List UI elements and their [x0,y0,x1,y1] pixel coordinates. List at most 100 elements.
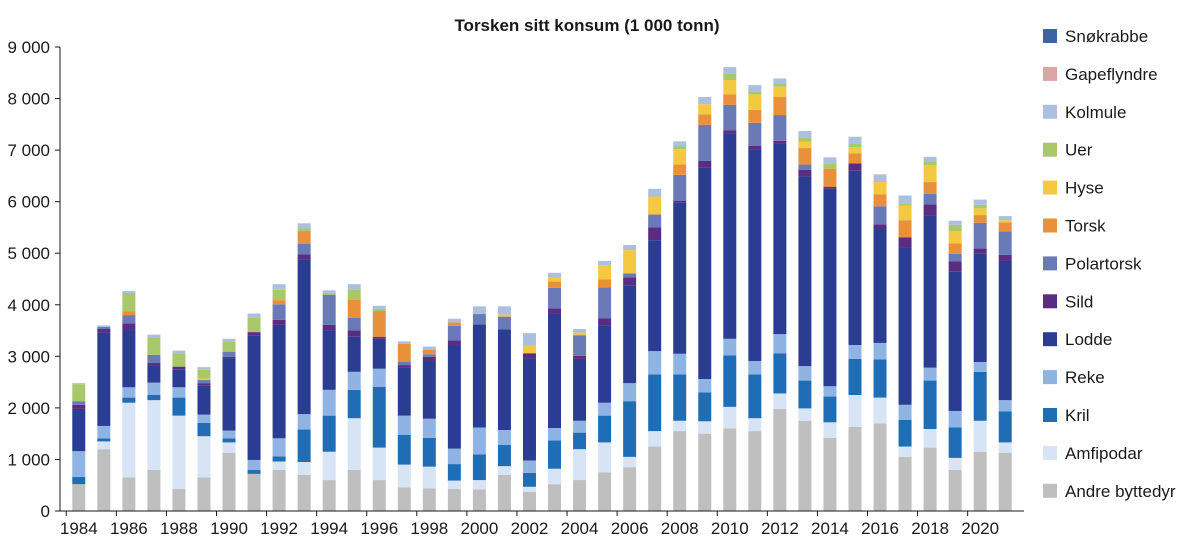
bar-segment [948,271,962,411]
bar-segment [447,340,461,346]
bar-segment [447,325,461,341]
bar-segment [447,480,461,489]
bar-segment [948,243,962,254]
legend-label: Snøkrabbe [1065,27,1148,46]
bar-segment [623,273,637,278]
x-tick-label: 1990 [210,519,248,538]
y-tick-label: 7 000 [7,141,50,160]
bar-segment [948,410,962,428]
y-tick-label: 6 000 [7,193,50,212]
bar-segment [848,170,862,345]
bar-segment [948,261,962,272]
x-tick-label: 2002 [511,519,549,538]
bar-segment [522,486,536,492]
bar-segment [122,387,136,398]
bar-segment [923,215,937,368]
bar-segment [598,287,612,319]
bar-segment [422,354,436,357]
bar-segment [122,477,136,511]
bar-segment [698,392,712,422]
bar-segment [172,353,186,367]
bar-segment [673,141,687,147]
bar-segment [898,203,912,206]
bar-segment [472,489,486,511]
bar-segment [798,169,812,177]
bar-segment [898,456,912,511]
bar-segment [197,378,211,381]
bar-segment [823,164,837,169]
bar-segment [898,205,912,221]
bar-segment [573,332,587,336]
bar-segment [247,473,261,511]
bar-segment [623,244,637,251]
y-tick-label: 1 000 [7,450,50,469]
bar-segment [548,287,562,309]
bar-segment [122,397,136,403]
legend-label: Amfipodar [1065,444,1143,463]
bar-segment [197,383,211,386]
bar-segment [372,308,386,311]
bar-segment [347,317,361,331]
bar-segment [347,469,361,511]
bar-segment [598,402,612,416]
bar-segment [247,459,261,470]
legend-label: Kolmule [1065,103,1126,122]
bar-segment [673,431,687,511]
bar-segment [247,313,261,318]
bar-segment [973,371,987,421]
bar-segment [347,299,361,318]
bar-segment [698,97,712,105]
x-tick-label: 2004 [561,519,599,538]
y-tick-label: 0 [41,502,50,521]
x-tick-label: 2000 [460,519,498,538]
bar-segment [172,369,186,388]
bar-segment [172,366,186,370]
x-tick-label: 1996 [360,519,398,538]
bar-segment [548,428,562,441]
bar-segment [372,368,386,387]
bar-segment [848,163,862,171]
bar-segment [948,224,962,232]
legend-swatch [1043,294,1057,309]
bar-segment [698,124,712,161]
bar-segment [598,279,612,288]
bar-segment [648,431,662,447]
plot-area [72,67,1012,511]
legend-swatch [1043,445,1057,460]
bar-segment [72,401,86,405]
bar-segment [222,452,236,511]
legend-label: Lodde [1065,330,1112,349]
bar-segment [673,149,687,165]
bar-segment [573,449,587,481]
bar-segment [172,488,186,511]
legend-label: Sild [1065,292,1093,311]
bar-segment [873,224,887,230]
bar-segment [798,141,812,149]
bar-segment [247,332,261,336]
bar-segment [773,143,787,335]
bar-segment [72,451,86,477]
bar-segment [447,488,461,511]
bar-segment [748,374,762,419]
bar-segment [222,430,236,439]
bar-segment [998,220,1012,223]
bar-segment [973,451,987,511]
bar-segment [723,94,737,105]
bar-segment [798,137,812,142]
bar-segment [773,115,787,141]
bar-segment [998,442,1012,453]
bar-segment [673,202,687,354]
bar-segment [147,365,161,383]
bar-segment [798,131,812,138]
bar-segment [447,322,461,326]
bar-segment [197,436,211,478]
y-axis: 0 1 000 2 000 3 000 4 000 5 000 6 000 7 000 8 00… [7,38,61,521]
bar-segment [648,188,662,197]
bar-segment [848,395,862,427]
bar-segment [873,359,887,398]
bar-segment [197,380,211,384]
bar-segment [548,313,562,428]
x-tick-label: 2008 [661,519,699,538]
bar-segment [397,464,411,488]
legend-swatch [1043,180,1057,195]
